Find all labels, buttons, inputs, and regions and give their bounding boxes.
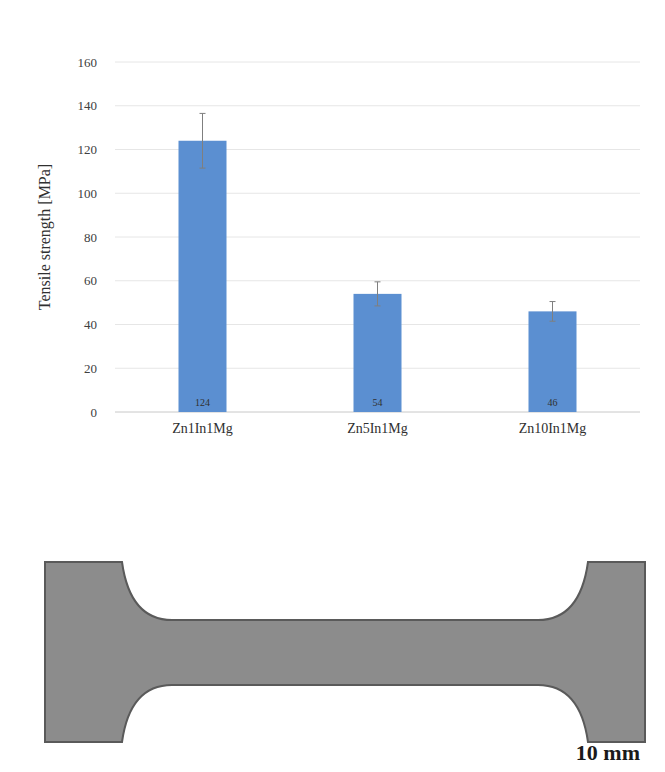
- data-label: 54: [373, 397, 383, 408]
- bar: [179, 141, 227, 412]
- tick-label: 40: [84, 317, 97, 332]
- data-label: 124: [195, 397, 210, 408]
- figure: 0 20 40 60 80 100 120 140 160 Tensile strength [M…: [0, 0, 665, 772]
- category-label: Zn1In1Mg: [172, 421, 233, 436]
- tick-label: 120: [78, 142, 98, 157]
- tick-label: 0: [91, 405, 98, 420]
- error-bar: [550, 302, 556, 322]
- canvas: 0 20 40 60 80 100 120 140 160 Tensile strength [M…: [0, 0, 665, 772]
- scale-label: 10 mm: [576, 740, 640, 765]
- data-label: 46: [548, 397, 558, 408]
- tick-label: 140: [78, 98, 98, 113]
- error-bar: [200, 113, 206, 168]
- grid-line: [115, 105, 640, 106]
- specimen: [45, 562, 645, 742]
- error-cap: [550, 321, 556, 322]
- tick-label: 20: [84, 361, 97, 376]
- error-cap: [200, 113, 206, 114]
- tick-label: 60: [84, 273, 97, 288]
- labels: 124 Zn1In1Mg 54 Zn5In1Mg 46 Zn10In1Mg: [172, 397, 586, 436]
- category-label: Zn5In1Mg: [347, 421, 408, 436]
- grid-line: [115, 62, 640, 63]
- error-stem: [377, 282, 378, 306]
- tick-label: 80: [84, 230, 97, 245]
- category-label: Zn10In1Mg: [519, 421, 587, 436]
- error-bar: [375, 282, 381, 306]
- error-cap: [375, 305, 381, 306]
- bar: [529, 311, 577, 412]
- specimen-photo: [45, 562, 645, 742]
- error-stem: [552, 302, 553, 322]
- error-stem: [202, 113, 203, 168]
- bars: [179, 113, 577, 412]
- error-cap: [550, 301, 556, 302]
- error-cap: [200, 168, 206, 169]
- bar: [354, 294, 402, 412]
- tick-label: 100: [78, 186, 98, 201]
- tick-label: 160: [78, 55, 98, 70]
- error-cap: [375, 281, 381, 282]
- axis-title: Tensile strength [MPa]: [36, 164, 54, 310]
